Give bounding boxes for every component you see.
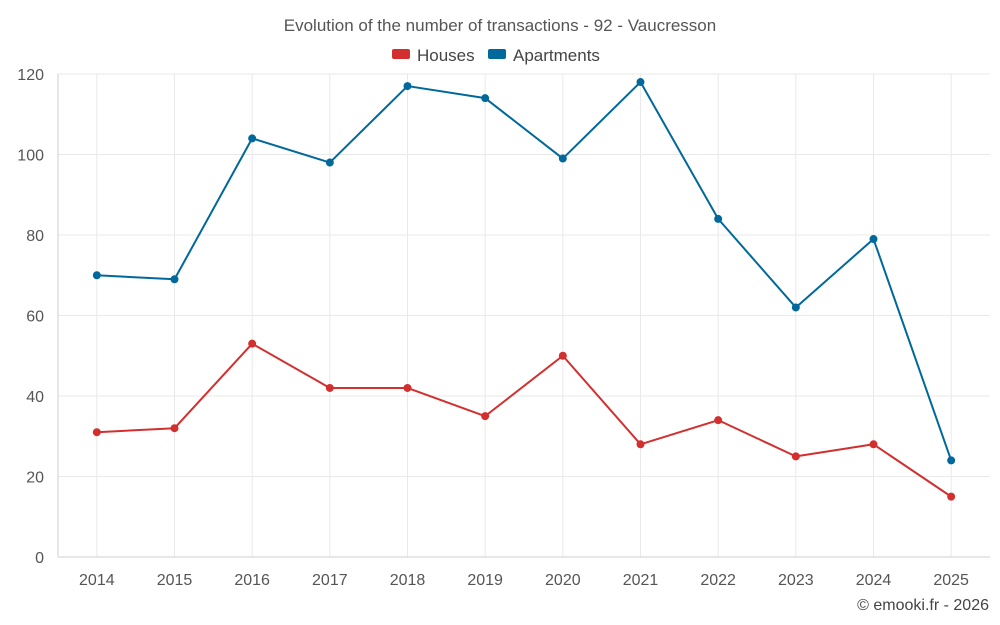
point-houses-2019[interactable]	[481, 412, 490, 421]
point-houses-2014[interactable]	[92, 428, 101, 437]
x-tick-label-2016: 2016	[234, 572, 270, 589]
legend-swatch-apartments	[488, 49, 506, 59]
point-apartments-2016[interactable]	[248, 134, 257, 143]
x-tick-label-2015: 2015	[157, 572, 193, 589]
point-apartments-2020[interactable]	[558, 154, 567, 163]
y-tick-label-60: 60	[26, 309, 44, 326]
series-layer	[92, 78, 956, 501]
point-houses-2017[interactable]	[325, 383, 334, 392]
legend-swatch-houses	[392, 49, 410, 59]
point-apartments-2021[interactable]	[636, 78, 645, 87]
y-tick-label-120: 120	[17, 67, 44, 84]
point-apartments-2024[interactable]	[869, 235, 878, 244]
x-tick-label-2024: 2024	[856, 572, 892, 589]
series-houses	[92, 339, 956, 501]
point-apartments-2014[interactable]	[92, 271, 101, 280]
x-tick-label-2022: 2022	[700, 572, 736, 589]
legend-label-apartments: Apartments	[513, 46, 600, 65]
x-tick-label-2025: 2025	[933, 572, 969, 589]
series-line-houses	[96, 342, 952, 498]
point-houses-2016[interactable]	[248, 339, 257, 348]
x-tick-label-2021: 2021	[623, 572, 659, 589]
point-apartments-2015[interactable]	[170, 275, 179, 284]
y-tick-label-100: 100	[17, 148, 44, 165]
point-houses-2022[interactable]	[714, 416, 723, 425]
point-apartments-2019[interactable]	[481, 94, 490, 103]
legend-item-houses[interactable]: Houses	[392, 46, 475, 65]
legend-label-houses: Houses	[417, 46, 475, 65]
x-tick-label-2020: 2020	[545, 572, 581, 589]
point-houses-2021[interactable]	[636, 440, 645, 449]
series-apartments	[92, 78, 956, 465]
x-tick-label-2017: 2017	[312, 572, 348, 589]
point-apartments-2025[interactable]	[947, 456, 956, 465]
y-tick-label-80: 80	[26, 228, 44, 245]
series-line-apartments	[96, 81, 953, 461]
point-houses-2023[interactable]	[791, 452, 800, 461]
point-apartments-2017[interactable]	[325, 158, 334, 167]
x-tick-label-2018: 2018	[390, 572, 426, 589]
point-houses-2024[interactable]	[869, 440, 878, 449]
x-tick-label-2019: 2019	[467, 572, 503, 589]
legend[interactable]: Houses Apartments	[392, 46, 600, 65]
axes: 0 20 40 60 80 100 120 2014 2015 2016 2017 2018 2019 2…	[17, 67, 990, 589]
point-apartments-2023[interactable]	[791, 303, 800, 312]
x-tick-label-2023: 2023	[778, 572, 814, 589]
y-tick-label-0: 0	[35, 550, 44, 567]
y-tick-label-40: 40	[26, 389, 44, 406]
x-tick-label-2014: 2014	[79, 572, 115, 589]
point-houses-2018[interactable]	[403, 383, 412, 392]
point-houses-2020[interactable]	[558, 351, 567, 360]
chart-title: Evolution of the number of transactions …	[284, 16, 716, 35]
grid	[58, 73, 990, 557]
y-tick-label-20: 20	[26, 470, 44, 487]
point-houses-2015[interactable]	[170, 424, 179, 433]
point-apartments-2018[interactable]	[403, 82, 412, 91]
point-houses-2025[interactable]	[947, 492, 956, 501]
point-apartments-2022[interactable]	[714, 214, 723, 223]
credit-text: © emooki.fr - 2026	[857, 597, 989, 614]
legend-item-apartments[interactable]: Apartments	[488, 46, 600, 65]
